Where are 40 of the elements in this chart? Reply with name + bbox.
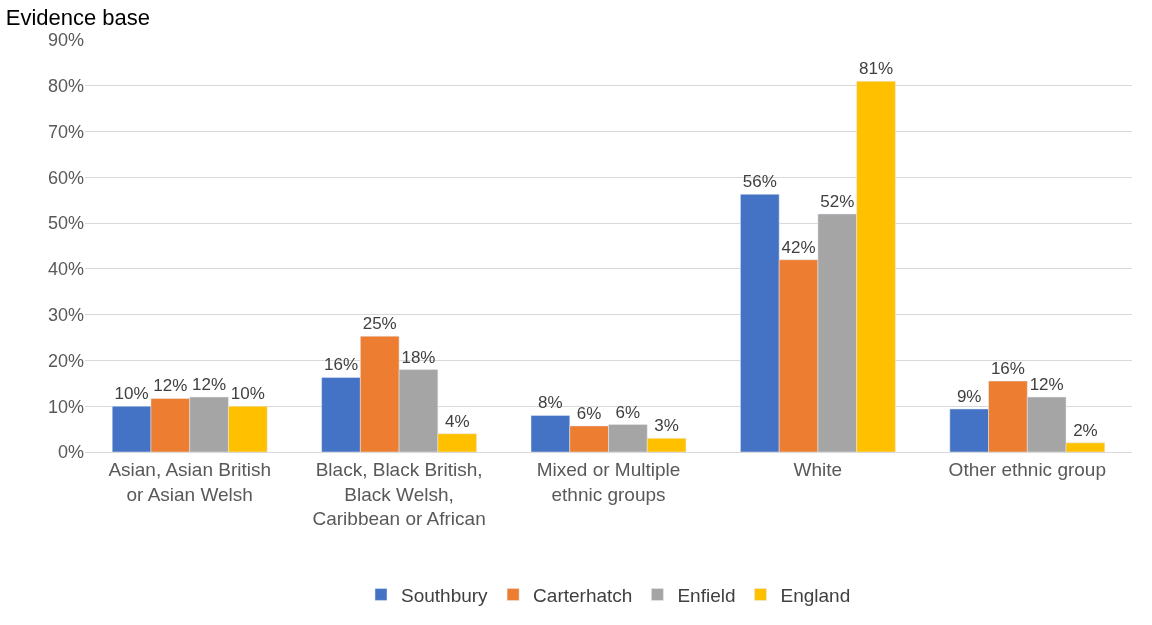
data-label: 6% (615, 402, 641, 422)
data-label: 4% (444, 411, 470, 431)
y-tick-label: 30% (47, 304, 84, 325)
y-tick-label: 20% (47, 350, 84, 371)
legend-label: England (780, 584, 851, 606)
data-label: 52% (820, 191, 855, 211)
y-tick-label: 60% (47, 167, 84, 188)
chart-title: Evidence base (5, 4, 151, 30)
y-tick-label: 80% (47, 76, 84, 97)
data-label: 25% (362, 314, 397, 334)
data-label: 8% (538, 393, 563, 413)
y-tick-label: 70% (47, 121, 84, 142)
data-label: 18% (401, 347, 436, 367)
x-tick-label: Mixed or Multiple ethnic groups (536, 458, 681, 505)
data-label: 2% (1073, 420, 1098, 440)
y-tick-label: 10% (47, 396, 84, 417)
data-label: 3% (654, 416, 679, 436)
legend-label: Carterhatch (533, 584, 633, 606)
data-label: 10% (230, 384, 265, 404)
data-label: 6% (576, 403, 602, 423)
y-tick-label: 90% (47, 30, 84, 51)
y-tick-label: 0% (57, 442, 84, 463)
data-label: 12% (192, 375, 227, 395)
x-tick-label: Black, Black British, Black Welsh, Caribbean or African (312, 458, 486, 530)
data-label: 9% (956, 386, 982, 406)
x-tick-label: Asian, Asian British or Asian Welsh (108, 458, 272, 505)
data-label: 12% (153, 376, 188, 396)
data-label: 56% (742, 172, 777, 192)
data-label: 16% (323, 355, 359, 375)
legend-label: Enfield (677, 584, 736, 606)
y-tick-label: 50% (47, 213, 84, 234)
data-label: 12% (1029, 375, 1064, 395)
x-tick-label: Other ethnic group (948, 458, 1106, 480)
data-label: 42% (781, 237, 816, 257)
y-tick-label: 40% (47, 259, 84, 280)
data-label: 81% (858, 59, 894, 79)
x-tick-label: White (793, 458, 843, 480)
data-label: 16% (990, 359, 1025, 379)
legend-label: Southbury (401, 584, 489, 606)
data-label: 10% (114, 384, 149, 404)
